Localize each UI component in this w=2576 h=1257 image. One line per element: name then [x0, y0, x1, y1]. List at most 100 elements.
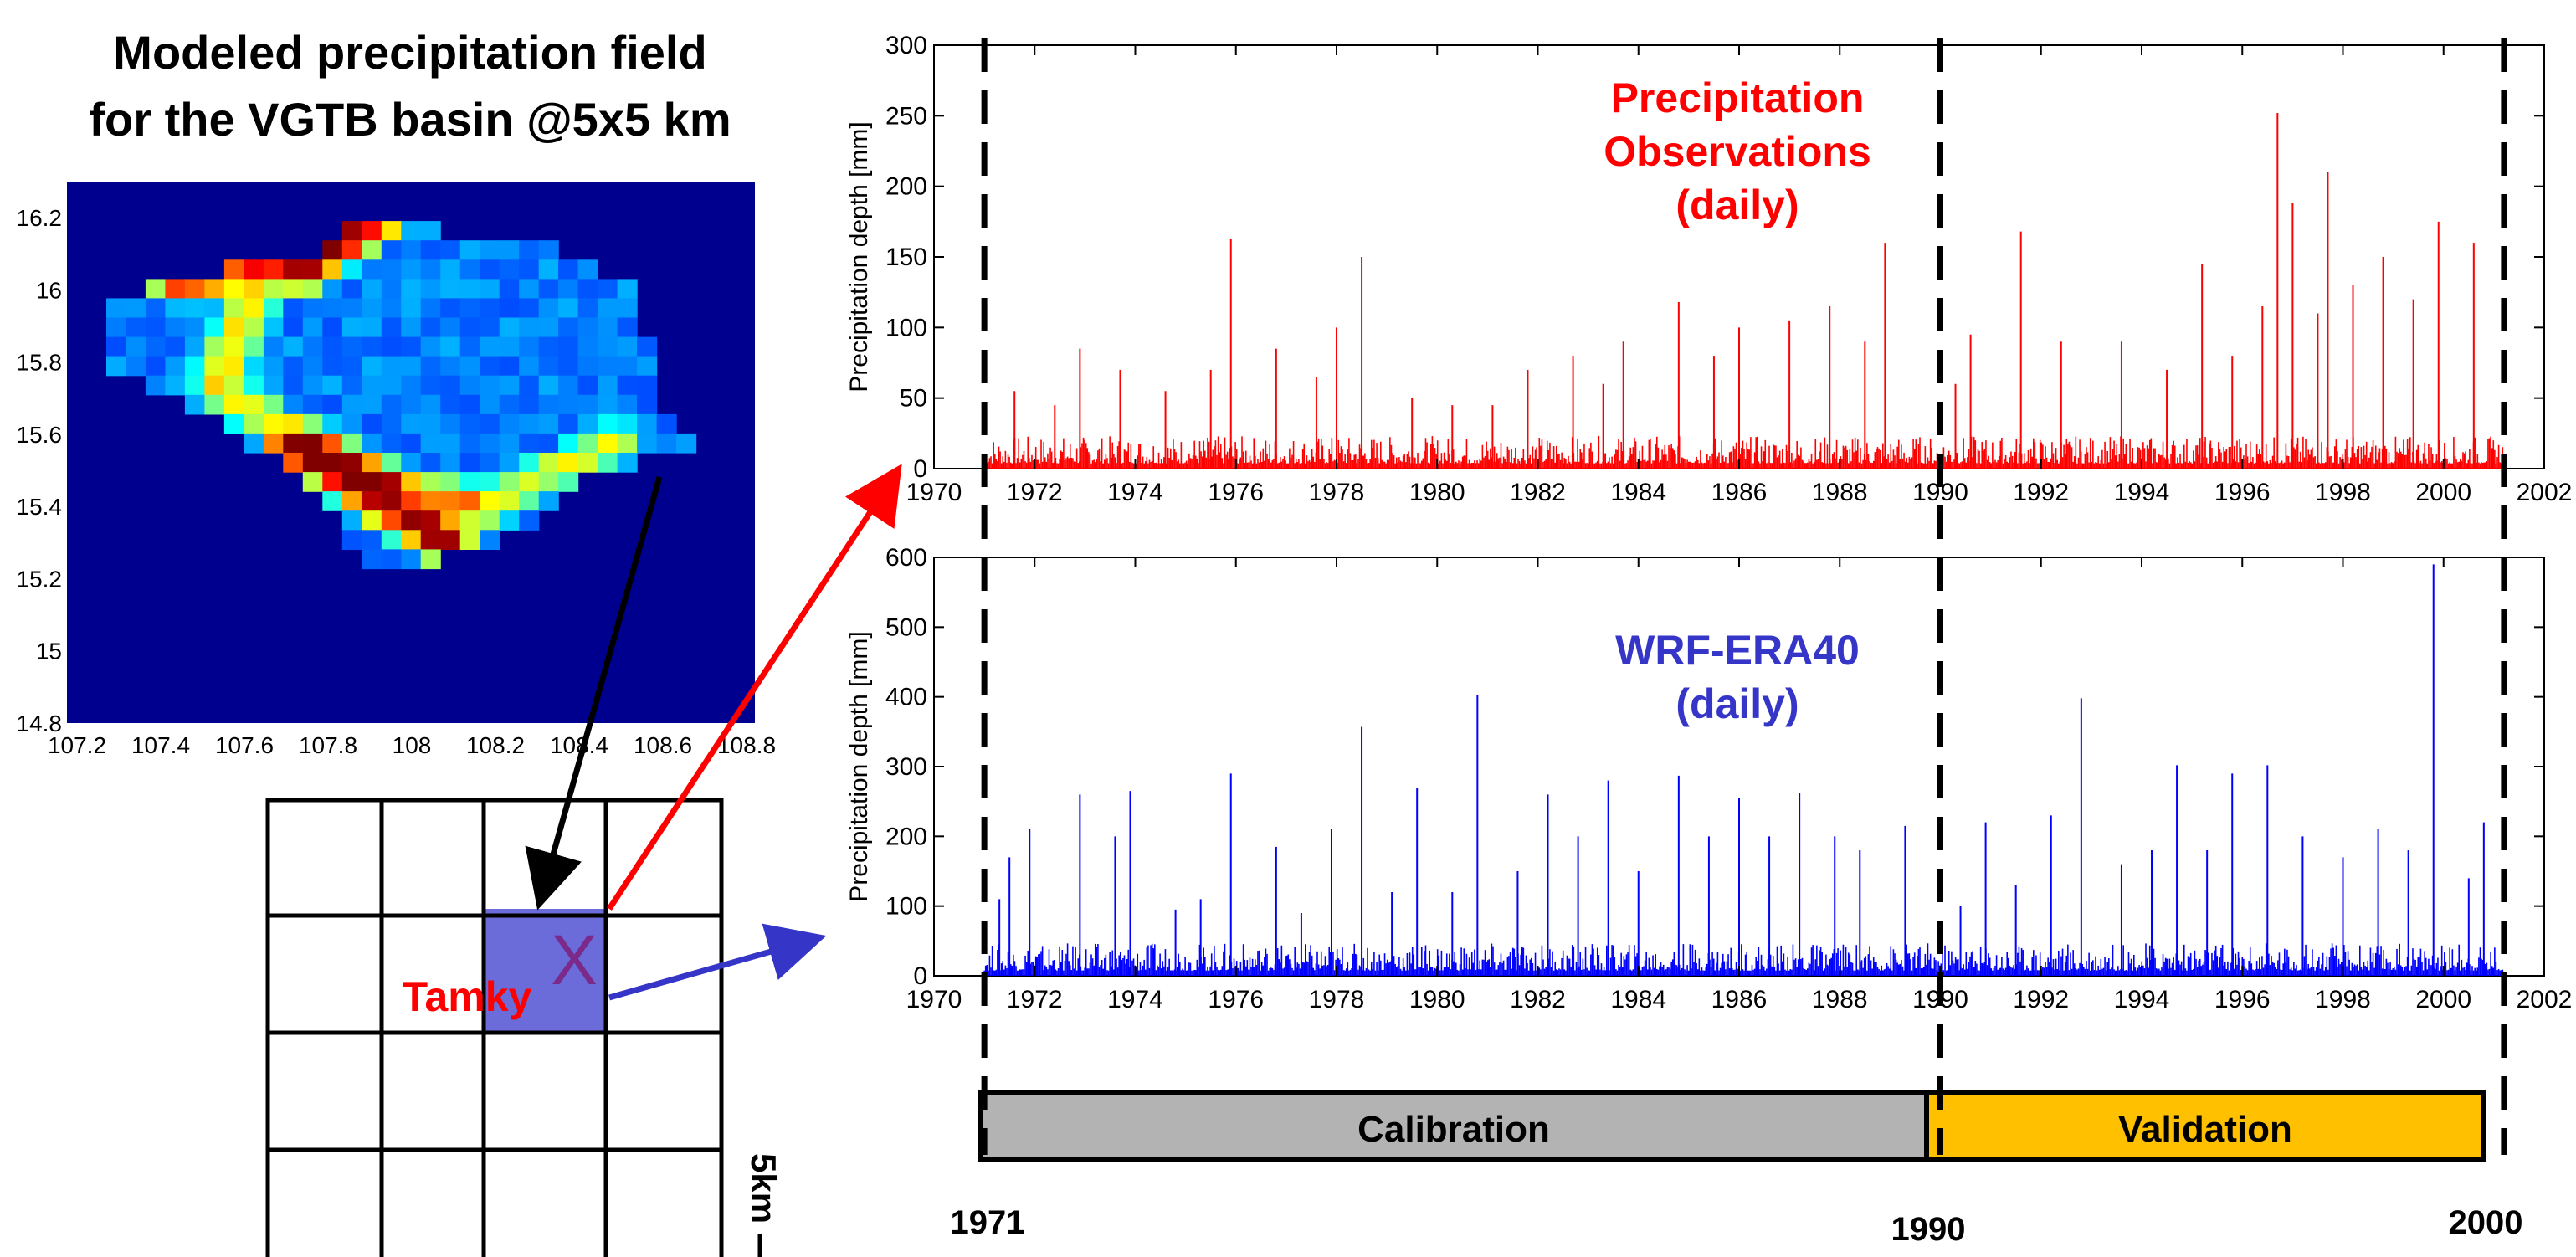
- map-cell: [420, 549, 441, 570]
- map-cell: [184, 317, 205, 338]
- map-cell: [420, 240, 441, 260]
- map-cell: [637, 394, 658, 415]
- wrf-title-line1: WRF-ERA40: [1615, 627, 1860, 674]
- map-cell: [401, 433, 422, 454]
- map-cell: [499, 240, 520, 260]
- map-cell: [322, 472, 343, 492]
- map-cell: [617, 317, 638, 338]
- map-cells: [106, 221, 697, 570]
- map-cell: [263, 375, 284, 396]
- map-cell: [165, 279, 186, 300]
- map-cell: [480, 413, 500, 434]
- map-cell: [381, 394, 402, 415]
- map-cell: [322, 433, 343, 454]
- map-cell: [362, 356, 382, 377]
- map-cell: [519, 433, 540, 454]
- map-cell: [401, 336, 422, 357]
- map-x-tick-label: 107.4: [131, 732, 190, 758]
- year-label-1990: 1990: [1891, 1211, 1966, 1248]
- map-cell: [558, 259, 579, 280]
- observations-x-tick-label: 1974: [1107, 479, 1163, 506]
- map-cell: [302, 394, 323, 415]
- observations-bars: [983, 112, 2504, 469]
- map-cell: [263, 413, 284, 434]
- map-cell: [244, 375, 264, 396]
- wrf-x-tick-label: 1972: [1007, 986, 1063, 1013]
- wrf-y-tick-label: 100: [885, 893, 927, 921]
- map-cell: [341, 259, 362, 280]
- map-cell: [145, 336, 166, 357]
- map-y-tick-label: 15.8: [17, 350, 63, 376]
- map-cell: [341, 240, 362, 260]
- year-label-2000: 2000: [2449, 1204, 2523, 1241]
- map-cell: [362, 317, 382, 338]
- observations-title-line2: Observations: [1604, 128, 1871, 175]
- map-cell: [184, 375, 205, 396]
- map-cell: [302, 356, 323, 377]
- observations-x-tick-label: 1996: [2214, 479, 2271, 506]
- map-cell: [459, 317, 480, 338]
- map-cell: [499, 317, 520, 338]
- wrf-x-tick-label: 1974: [1107, 986, 1163, 1013]
- map-cell: [362, 491, 382, 511]
- map-cell: [401, 394, 422, 415]
- map-cell: [558, 472, 579, 492]
- map-cell: [676, 433, 697, 454]
- map-cell: [480, 491, 500, 511]
- map-x-tick-label: 108.6: [634, 732, 692, 758]
- map-cell: [322, 259, 343, 280]
- map-cell: [341, 221, 362, 241]
- map-cell: [538, 279, 559, 300]
- map-cell: [341, 317, 362, 338]
- map-cell: [283, 356, 304, 377]
- observations-y-tick-label: 250: [885, 102, 927, 130]
- observations-x-tick-label: 1994: [2114, 479, 2170, 506]
- map-cell: [440, 279, 461, 300]
- map-cell: [341, 510, 362, 531]
- map-cell: [558, 453, 579, 473]
- observations-y-tick-label: 300: [885, 32, 927, 59]
- map-cell: [381, 279, 402, 300]
- wrf-y-tick-label: 600: [885, 544, 927, 572]
- map-cell: [362, 279, 382, 300]
- map-x-tick-label: 107.6: [215, 732, 274, 758]
- map-cell: [538, 375, 559, 396]
- observations-ylabel: Precipitation depth [mm]: [845, 121, 873, 392]
- map-cell: [126, 336, 146, 357]
- calibration-bar: [978, 1090, 1929, 1162]
- map-cell: [381, 317, 402, 338]
- map-cell: [244, 336, 264, 357]
- map-cell: [401, 413, 422, 434]
- map-cell: [656, 433, 677, 454]
- map-cell: [362, 394, 382, 415]
- map-cell: [401, 453, 422, 473]
- map-cell: [165, 298, 186, 319]
- map-cell: [362, 259, 382, 280]
- map-cell: [519, 317, 540, 338]
- observations-y-tick-label: 200: [885, 173, 927, 201]
- map-cell: [480, 510, 500, 531]
- black-arrow: [525, 476, 663, 911]
- map-cell: [459, 453, 480, 473]
- observations-x-tick-label: 2002: [2517, 479, 2573, 506]
- map-cell: [381, 336, 402, 357]
- map-cell: [519, 413, 540, 434]
- map-cell: [440, 491, 461, 511]
- map-cell: [401, 510, 422, 531]
- station-label: Tamky: [403, 973, 532, 1020]
- precipitation-map: 107.2 107.4 107.6 107.8 108 108.2 108.4 108.6 10…: [17, 182, 776, 758]
- map-cell: [420, 356, 441, 377]
- map-cell: [401, 549, 422, 570]
- map-cell: [440, 394, 461, 415]
- wrf-title-line2: (daily): [1675, 680, 1799, 727]
- map-cell: [184, 279, 205, 300]
- map-cell: [577, 375, 598, 396]
- map-cell: [519, 510, 540, 531]
- map-cell: [381, 472, 402, 492]
- map-cell: [244, 356, 264, 377]
- map-cell: [538, 298, 559, 319]
- map-cell: [617, 356, 638, 377]
- map-cell: [244, 298, 264, 319]
- wrf-x-tick-label: 1986: [1711, 986, 1768, 1013]
